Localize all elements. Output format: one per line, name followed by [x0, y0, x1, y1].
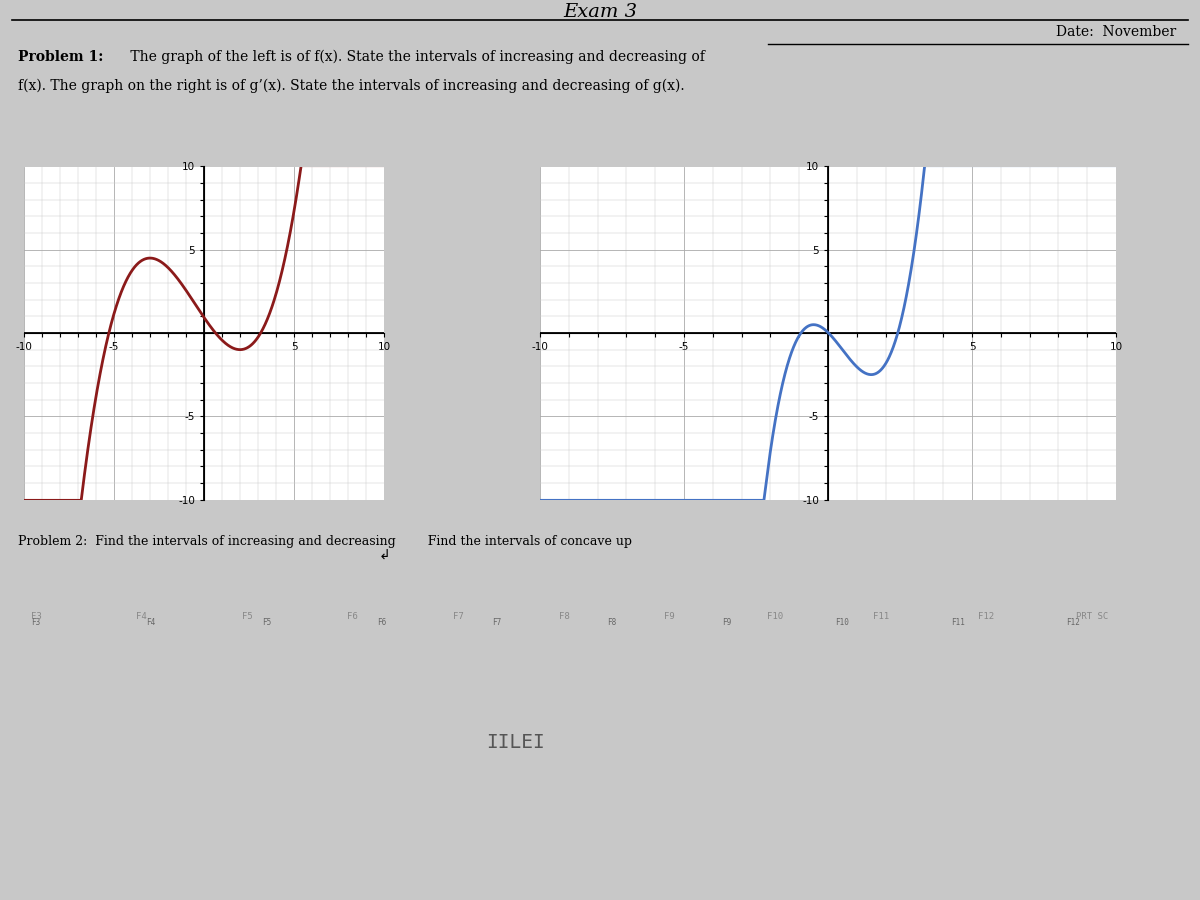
- Text: F5: F5: [262, 618, 271, 627]
- Text: f(x). The graph on the right is of g’(x). State the intervals of increasing and : f(x). The graph on the right is of g’(x)…: [18, 79, 685, 94]
- Text: ↲: ↲: [378, 549, 390, 562]
- Text: F6: F6: [348, 612, 358, 621]
- Text: F9: F9: [722, 618, 732, 627]
- Text: Problem 2:  Find the intervals of increasing and decreasing        Find the inte: Problem 2: Find the intervals of increas…: [18, 536, 632, 548]
- Text: IILEI: IILEI: [487, 733, 545, 752]
- Text: F10: F10: [835, 618, 850, 627]
- Text: Exam 3: Exam 3: [563, 3, 637, 21]
- Text: F7: F7: [454, 612, 463, 621]
- Text: Problem 1:: Problem 1:: [18, 50, 103, 64]
- Text: F7: F7: [492, 618, 502, 627]
- Text: F5: F5: [242, 612, 252, 621]
- Text: Date:  November: Date: November: [1056, 24, 1176, 39]
- Text: F4: F4: [137, 612, 146, 621]
- Text: The graph of the left is of f(x). State the intervals of increasing and decreasi: The graph of the left is of f(x). State …: [126, 50, 704, 64]
- Text: F6: F6: [377, 618, 386, 627]
- Text: F8: F8: [559, 612, 569, 621]
- Text: F9: F9: [665, 612, 674, 621]
- Text: F11: F11: [950, 618, 965, 627]
- Text: F12: F12: [978, 612, 995, 621]
- Text: F3: F3: [31, 618, 41, 627]
- Text: F4: F4: [146, 618, 156, 627]
- Text: F3: F3: [31, 612, 41, 621]
- Text: F10: F10: [767, 612, 784, 621]
- Text: F8: F8: [607, 618, 617, 627]
- Text: F12: F12: [1066, 618, 1080, 627]
- Text: F11: F11: [872, 612, 889, 621]
- Text: PRT SC: PRT SC: [1076, 612, 1108, 621]
